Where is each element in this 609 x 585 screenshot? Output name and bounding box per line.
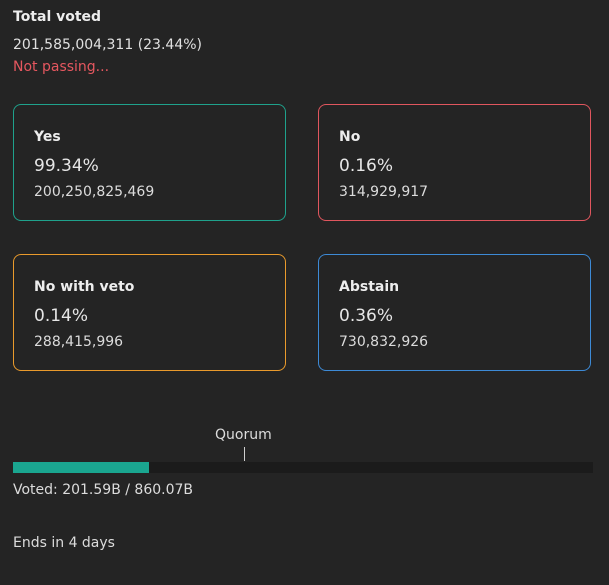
- total-voted-title: Total voted: [13, 9, 102, 25]
- total-voted-value: 201,585,004,311 (23.44%): [13, 37, 202, 53]
- vote-progress-bar: [13, 462, 593, 473]
- vote-card-percent: 99.34%: [34, 156, 99, 176]
- vote-card-label: Abstain: [339, 279, 400, 295]
- vote-card-label: No: [339, 129, 361, 145]
- passing-status: Not passing...: [13, 59, 110, 75]
- voted-summary: Voted: 201.59B / 860.07B: [13, 482, 194, 498]
- quorum-marker: [244, 447, 245, 461]
- vote-card-amount: 314,929,917: [339, 184, 429, 200]
- vote-card-yes: Yes 99.34% 200,250,825,469: [13, 104, 286, 221]
- vote-card-percent: 0.36%: [339, 306, 394, 326]
- vote-card-amount: 200,250,825,469: [34, 184, 155, 200]
- vote-card-percent: 0.16%: [339, 156, 394, 176]
- vote-progress-fill: [13, 462, 149, 473]
- vote-card-percent: 0.14%: [34, 306, 89, 326]
- vote-card-label: No with veto: [34, 279, 135, 295]
- voting-end-time: Ends in 4 days: [13, 535, 115, 551]
- vote-card-no: No 0.16% 314,929,917: [318, 104, 591, 221]
- vote-card-abstain: Abstain 0.36% 730,832,926: [318, 254, 591, 371]
- vote-card-label: Yes: [34, 129, 61, 145]
- vote-card-amount: 730,832,926: [339, 334, 429, 350]
- quorum-label: Quorum: [215, 427, 272, 443]
- vote-card-no-with-veto: No with veto 0.14% 288,415,996: [13, 254, 286, 371]
- vote-card-amount: 288,415,996: [34, 334, 124, 350]
